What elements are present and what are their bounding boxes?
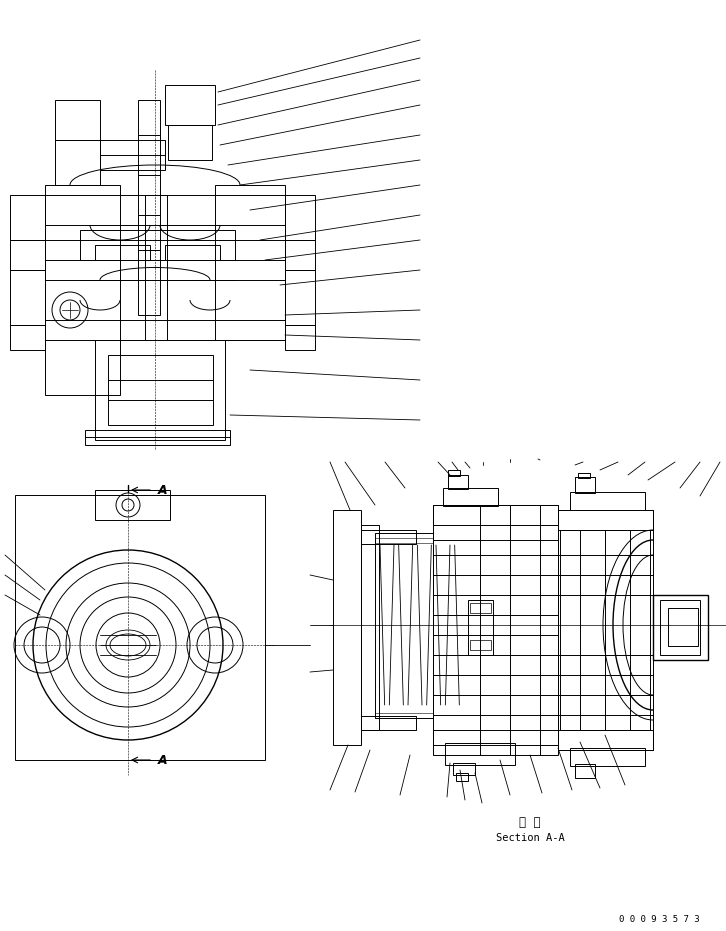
Bar: [45, 185, 120, 395]
Bar: [10, 195, 45, 240]
Bar: [285, 325, 315, 350]
Bar: [570, 748, 645, 766]
Bar: [375, 538, 433, 543]
Bar: [575, 764, 595, 778]
Bar: [653, 595, 708, 660]
Bar: [165, 85, 215, 125]
Bar: [558, 510, 653, 530]
Bar: [433, 505, 558, 755]
Bar: [108, 355, 213, 425]
Bar: [448, 470, 460, 476]
Bar: [80, 230, 235, 260]
Bar: [285, 270, 315, 325]
Bar: [448, 475, 468, 489]
Bar: [468, 600, 493, 655]
Bar: [100, 140, 165, 170]
Text: A: A: [158, 483, 168, 496]
Bar: [95, 490, 170, 520]
Bar: [578, 473, 590, 478]
Text: 0 0 0 9 3 5 7 3: 0 0 0 9 3 5 7 3: [619, 915, 700, 924]
Bar: [95, 245, 150, 260]
Bar: [470, 640, 491, 650]
Bar: [668, 608, 698, 646]
Bar: [361, 525, 379, 730]
Bar: [10, 240, 45, 270]
Bar: [433, 730, 558, 745]
Bar: [10, 270, 45, 325]
Bar: [453, 763, 475, 775]
Bar: [95, 340, 225, 440]
Text: 断  面: 断 面: [519, 816, 541, 830]
Bar: [145, 195, 167, 340]
Bar: [215, 185, 285, 340]
Bar: [361, 716, 416, 730]
Bar: [470, 603, 491, 613]
Bar: [138, 100, 160, 315]
Bar: [443, 488, 498, 506]
Bar: [456, 773, 468, 781]
Bar: [333, 510, 361, 745]
Bar: [375, 713, 433, 718]
Bar: [660, 600, 700, 655]
Bar: [361, 530, 416, 544]
Text: Section A-A: Section A-A: [496, 833, 564, 843]
Bar: [85, 430, 230, 445]
Bar: [558, 730, 653, 750]
Bar: [55, 100, 100, 140]
Text: A: A: [158, 753, 168, 766]
Bar: [10, 325, 45, 350]
Bar: [285, 240, 315, 270]
Bar: [433, 505, 558, 525]
Bar: [55, 140, 100, 185]
Bar: [558, 510, 653, 750]
Bar: [165, 245, 220, 260]
Bar: [570, 492, 645, 510]
Bar: [575, 477, 595, 493]
Bar: [375, 533, 433, 718]
Bar: [285, 195, 315, 240]
Bar: [445, 743, 515, 765]
Bar: [15, 495, 265, 760]
Bar: [560, 530, 650, 730]
Bar: [168, 125, 212, 160]
